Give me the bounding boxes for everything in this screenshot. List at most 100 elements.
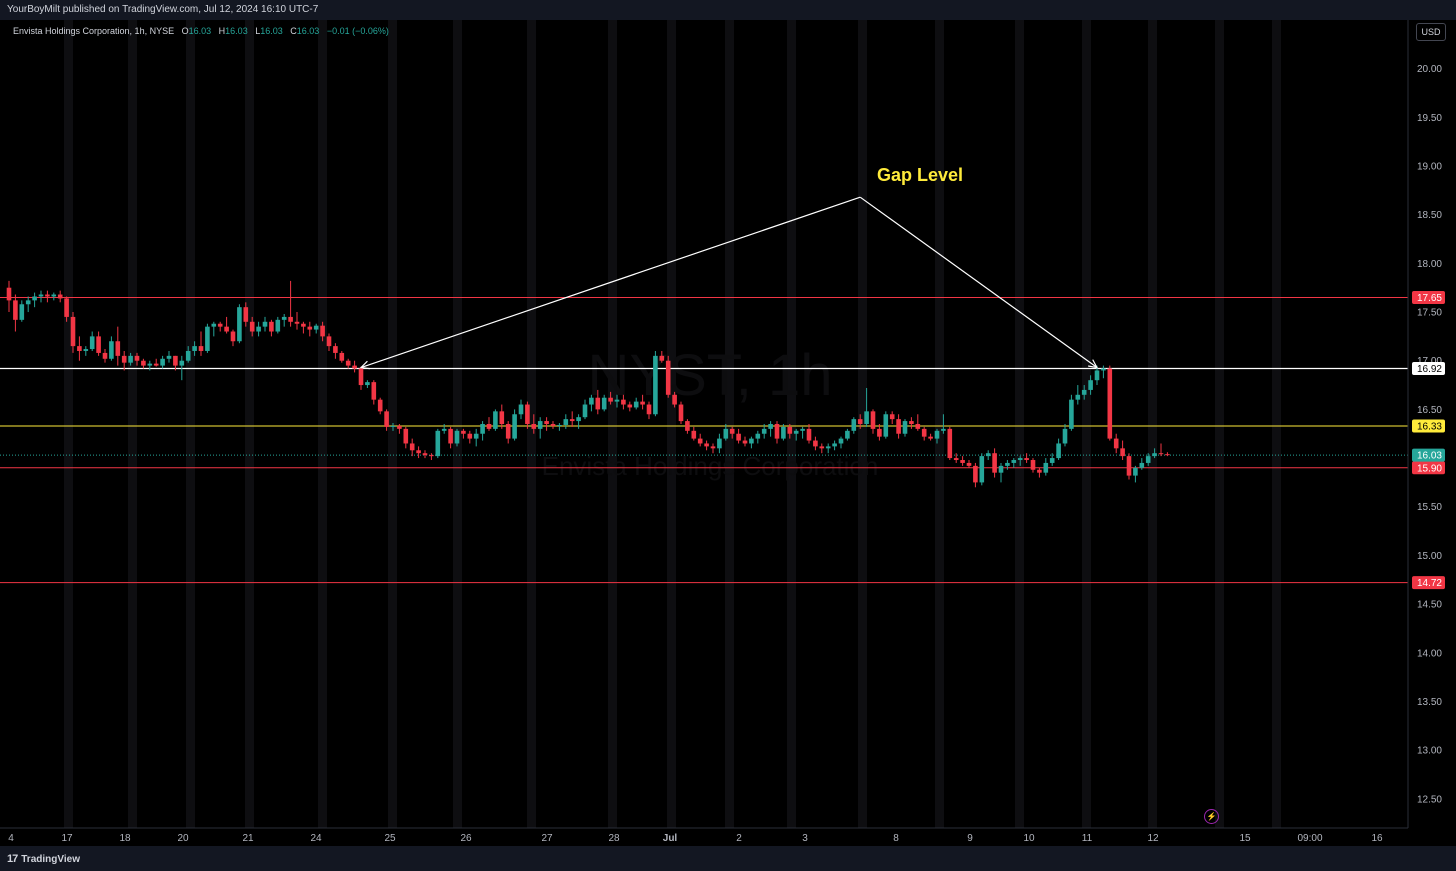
candle (403, 426, 409, 449)
currency-button[interactable]: USD (1416, 23, 1446, 41)
candle (339, 350, 345, 363)
candle-body (877, 428, 882, 437)
candle (710, 443, 716, 454)
candle-body (390, 425, 396, 427)
candle-body (422, 453, 428, 456)
candle-body (198, 346, 204, 351)
candle-body (736, 433, 741, 441)
tradingview-logo[interactable]: 17 TradingView (7, 853, 80, 865)
candle (640, 394, 645, 410)
price-tick-label: 12.50 (1417, 794, 1442, 805)
candle-body (742, 440, 748, 444)
candle-body (1120, 448, 1125, 457)
candle (889, 411, 895, 424)
candle (934, 428, 940, 444)
arrow-to-left-gap (359, 196, 861, 370)
arrow-to-right-gap (859, 196, 1099, 369)
candle-body (320, 325, 325, 337)
gap-level-annotation[interactable]: Gap Level (877, 165, 963, 185)
candle (838, 436, 844, 449)
lightning-bolt-icon[interactable]: ⚡ (1204, 809, 1219, 824)
candle-body (70, 316, 76, 347)
close-value: 16.03 (296, 26, 320, 36)
time-tick-label: 3 (802, 833, 808, 844)
horizontal-levels (0, 296, 1408, 584)
candle-body (89, 336, 95, 350)
price-tick-label: 19.50 (1417, 113, 1442, 124)
time-tick-label: 12 (1147, 833, 1159, 844)
candle (1152, 448, 1157, 459)
tradingview-brand: TradingView (21, 854, 80, 865)
candle (307, 321, 313, 337)
candle (947, 426, 953, 461)
candlestick-chart[interactable]: NYST, 1h Envista Holdings Corporation Ga… (0, 20, 1456, 846)
price-axis: 20.00 19.50 19.00 18.50 18.00 17.50 17.00 16.50… (1417, 64, 1442, 805)
candle (256, 321, 261, 337)
candle (1133, 465, 1138, 483)
candle (646, 401, 652, 420)
candle-body (627, 404, 633, 408)
candle-body (1043, 462, 1049, 473)
candle (358, 366, 364, 390)
candle-body (505, 424, 511, 439)
price-tick-label: 13.00 (1417, 746, 1442, 757)
candle-body (787, 426, 793, 434)
candle-body (224, 326, 229, 332)
session-band (608, 20, 617, 828)
price-tick-label: 15.50 (1417, 502, 1442, 513)
candle-body (121, 355, 127, 363)
candle-body (288, 316, 293, 322)
candle-body (1069, 399, 1074, 429)
candle (173, 355, 178, 371)
candle-body (966, 462, 972, 466)
candle-body (768, 424, 773, 429)
candle (1075, 385, 1081, 405)
candle-body (1145, 456, 1151, 463)
candle-body (928, 436, 933, 439)
candle (659, 350, 665, 363)
price-level-tag-bg (1412, 576, 1445, 590)
price-level-tag: 17.65 (1412, 290, 1445, 304)
candle-body (896, 419, 901, 434)
candle (83, 346, 89, 356)
candle-body (461, 430, 466, 434)
candle-body (685, 421, 690, 431)
candle (653, 350, 658, 417)
time-tick-label: 8 (893, 833, 899, 844)
candle-body (6, 287, 12, 301)
candle-body (83, 349, 89, 351)
candle (211, 321, 217, 337)
candle (870, 409, 876, 434)
candle-body (640, 401, 645, 405)
candle (627, 401, 633, 412)
candle (397, 424, 402, 434)
price-level-tag: 16.33 (1412, 419, 1445, 433)
candle-body (800, 428, 805, 431)
candle-body (25, 300, 31, 305)
candle-body (499, 411, 505, 424)
candle (518, 399, 524, 420)
price-level-tag: 14.72 (1412, 576, 1445, 590)
price-level-tag-text: 14.72 (1417, 578, 1442, 589)
candle-body (32, 296, 37, 301)
candle (665, 355, 671, 398)
price-tick-label: 14.00 (1417, 648, 1442, 659)
session-band (725, 20, 734, 828)
chart-area[interactable]: NYST, 1h Envista Holdings Corporation Ga… (0, 20, 1456, 846)
price-level-tag-bg (1412, 362, 1445, 376)
candle-body (403, 428, 409, 444)
candle-body (352, 365, 357, 369)
candle (729, 426, 735, 439)
candle (883, 411, 889, 439)
candle (851, 417, 857, 434)
candle (633, 397, 639, 410)
candle (787, 424, 793, 439)
candle (288, 280, 293, 327)
candle (19, 300, 25, 322)
candle (800, 426, 805, 439)
candle (678, 401, 684, 424)
candle-body (870, 411, 876, 429)
candle (742, 436, 748, 447)
candle (941, 414, 946, 434)
candle (102, 349, 108, 363)
